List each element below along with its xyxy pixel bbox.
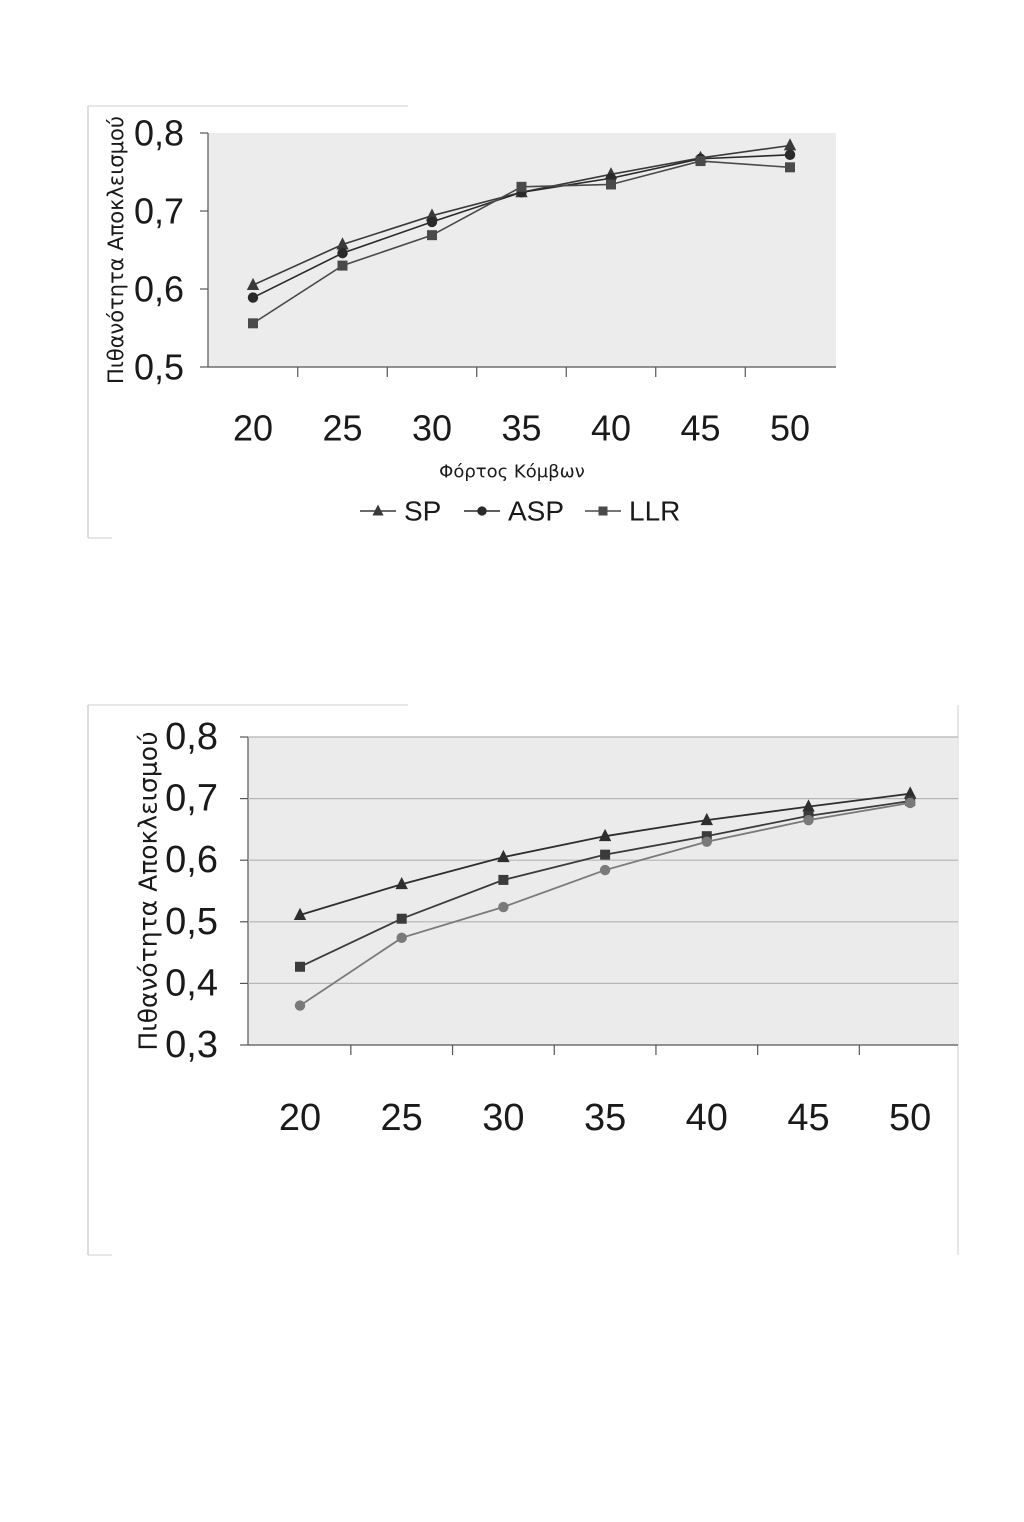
x-tick-label: 50 <box>770 408 810 449</box>
x-tick-label: 20 <box>233 408 273 449</box>
y-tick-label: 0,6 <box>134 269 184 310</box>
x-tick-label: 45 <box>680 408 720 449</box>
data-point-sp <box>425 208 439 221</box>
data-point-series-2 <box>701 831 712 842</box>
y-tick-label: 0,7 <box>134 191 184 232</box>
data-point-series-2 <box>396 913 407 924</box>
y-axis-label: Πιθανότητα Αποκλεισμού <box>104 116 128 384</box>
data-point-series-3 <box>905 797 916 809</box>
data-point-series-3 <box>396 932 407 944</box>
x-tick-label: 40 <box>591 408 631 449</box>
data-point-asp <box>247 292 259 303</box>
data-point-sp <box>783 138 797 151</box>
data-point-sp <box>336 237 349 250</box>
x-tick-label: 25 <box>322 408 362 449</box>
data-point-series-2 <box>295 961 305 972</box>
data-point-asp <box>784 149 796 161</box>
y-tick-label: 0,6 <box>165 839 218 881</box>
y-tick-label: 0,4 <box>165 962 218 1004</box>
legend-marker <box>598 506 608 516</box>
x-tick-label: 35 <box>501 408 541 449</box>
chart-1: 0,5 0,6 0,7 0,8 20 25 30 35 40 45 50 Πιθανότητα Απο… <box>87 105 836 539</box>
data-point-series-2 <box>600 849 611 860</box>
x-tick-label: 45 <box>787 1097 829 1139</box>
data-point-series-1 <box>395 876 408 890</box>
x-tick-label: 40 <box>686 1097 728 1139</box>
legend-entry: SP <box>404 496 441 527</box>
chart-2: 0,3 0,4 0,5 0,6 0,7 0,8 20 25 30 35 40 45 50 Πιθανότη… <box>87 704 959 1256</box>
x-tick-label: 50 <box>889 1097 931 1139</box>
data-point-series-1 <box>700 812 713 826</box>
data-point-series-3 <box>701 836 712 847</box>
data-point-llr <box>248 318 258 329</box>
data-point-series-3 <box>803 814 814 826</box>
data-point-series-1 <box>293 907 307 920</box>
legend-entry: ASP <box>508 496 564 527</box>
data-point-asp <box>426 216 438 228</box>
data-point-series-1 <box>497 849 510 863</box>
plot-area <box>248 737 958 1045</box>
data-point-series-3 <box>599 864 611 876</box>
x-tick-label: 35 <box>584 1097 626 1139</box>
data-point-asp <box>337 247 348 259</box>
y-tick-label: 0,8 <box>134 113 184 154</box>
y-axis-label: Πιθανότητα Αποκλεισμού <box>134 731 163 1050</box>
data-point-series-1 <box>598 828 612 842</box>
data-point-series-3 <box>498 901 509 913</box>
data-point-llr <box>785 162 795 173</box>
data-point-series-1 <box>904 786 917 799</box>
data-point-series-1 <box>802 799 815 812</box>
legend-marker <box>477 506 487 516</box>
data-point-llr <box>337 260 348 271</box>
data-point-series-2 <box>498 874 509 885</box>
y-tick-label: 0,5 <box>165 901 218 943</box>
y-tick-label: 0,7 <box>165 778 218 820</box>
x-tick-label: 30 <box>412 408 452 449</box>
x-tick-label: 20 <box>279 1097 321 1139</box>
data-point-llr <box>695 156 706 167</box>
x-tick-label: 25 <box>381 1097 423 1139</box>
data-point-sp <box>246 277 260 291</box>
x-axis-label: Φόρτος Κόμβων <box>439 462 585 483</box>
plot-area <box>208 133 836 367</box>
y-tick-label: 0,3 <box>165 1024 218 1066</box>
data-point-series-3 <box>294 1000 306 1011</box>
legend-marker <box>372 504 384 516</box>
x-tick-label: 30 <box>482 1097 524 1139</box>
y-tick-label: 0,5 <box>134 347 184 388</box>
data-point-llr <box>516 181 527 192</box>
data-point-llr <box>427 230 437 241</box>
y-tick-label: 0,8 <box>165 716 218 758</box>
data-point-llr <box>606 179 616 190</box>
legend-entry: LLR <box>629 496 680 527</box>
